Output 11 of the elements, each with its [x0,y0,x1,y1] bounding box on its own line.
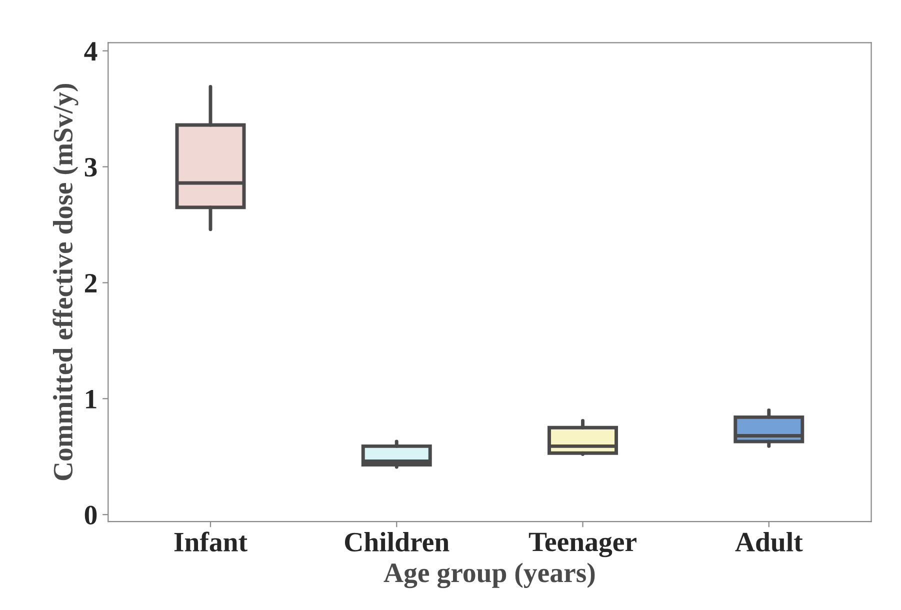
x-axis-title: Age group (years) [384,562,595,588]
x-tick-label: Children [344,532,450,552]
y-tick-label: 4 [84,42,98,60]
x-tick-label: Adult [735,532,803,552]
y-axis-title: Committed effective dose (mSv/y) [52,84,78,480]
y-tick-label: 1 [86,390,96,408]
y-tick-label: 2 [84,274,97,292]
x-tick-label: Teenager [528,532,636,558]
y-tick-label: 0 [84,506,97,525]
y-tick-label: 3 [84,158,97,177]
x-tick-label: Infant [174,532,248,552]
